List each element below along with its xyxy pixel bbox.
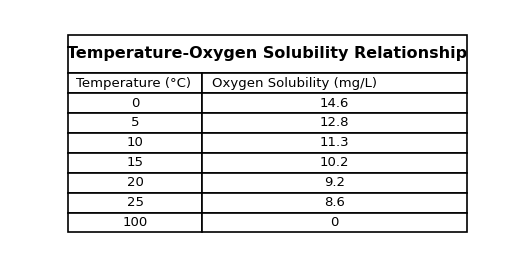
Text: 15: 15 xyxy=(127,156,144,169)
Text: 9.2: 9.2 xyxy=(324,176,345,189)
Bar xyxy=(202,213,467,232)
Bar xyxy=(202,113,467,133)
Bar xyxy=(202,193,467,213)
Text: 25: 25 xyxy=(127,196,144,209)
Bar xyxy=(68,153,202,173)
Bar xyxy=(202,153,467,173)
Text: 8.6: 8.6 xyxy=(324,196,345,209)
Bar xyxy=(202,93,467,113)
Text: 5: 5 xyxy=(131,117,139,129)
Text: 100: 100 xyxy=(123,216,148,229)
Bar xyxy=(68,35,467,73)
Text: 20: 20 xyxy=(127,176,144,189)
Bar xyxy=(202,173,467,193)
Bar xyxy=(202,133,467,153)
Text: 11.3: 11.3 xyxy=(319,136,349,149)
Bar xyxy=(68,173,202,193)
Bar xyxy=(68,113,202,133)
Text: 0: 0 xyxy=(330,216,338,229)
Bar xyxy=(68,133,202,153)
Bar xyxy=(68,93,202,113)
Text: Oxygen Solubility (mg/L): Oxygen Solubility (mg/L) xyxy=(212,77,377,90)
Bar xyxy=(202,73,467,93)
Text: 10: 10 xyxy=(127,136,144,149)
Text: 12.8: 12.8 xyxy=(319,117,349,129)
Text: Temperature-Oxygen Solubility Relationship: Temperature-Oxygen Solubility Relationsh… xyxy=(67,46,468,61)
Bar xyxy=(68,213,202,232)
Text: 0: 0 xyxy=(131,97,139,110)
Text: 14.6: 14.6 xyxy=(319,97,349,110)
Bar xyxy=(68,73,202,93)
Bar xyxy=(68,193,202,213)
Text: 10.2: 10.2 xyxy=(319,156,349,169)
Text: Temperature (°C): Temperature (°C) xyxy=(77,77,192,90)
